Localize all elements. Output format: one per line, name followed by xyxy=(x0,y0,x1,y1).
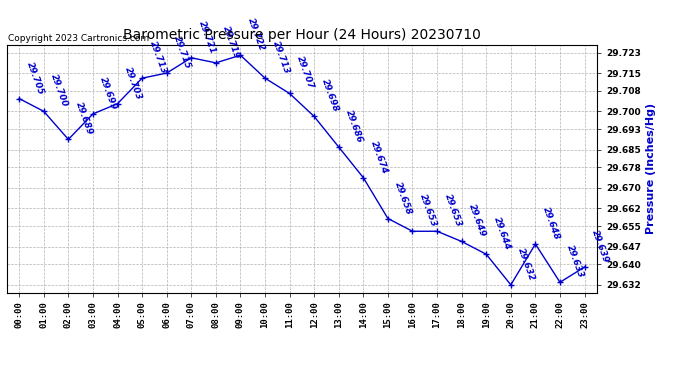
Text: 29.648: 29.648 xyxy=(541,206,561,241)
Text: 29.713: 29.713 xyxy=(148,40,168,75)
Text: 29.699: 29.699 xyxy=(99,75,119,111)
Text: 29.700: 29.700 xyxy=(49,73,70,108)
Text: 29.653: 29.653 xyxy=(442,193,463,228)
Text: 29.658: 29.658 xyxy=(393,180,414,216)
Text: 29.698: 29.698 xyxy=(319,78,340,114)
Text: 29.639: 29.639 xyxy=(590,229,611,264)
Text: 29.715: 29.715 xyxy=(172,34,193,70)
Text: 29.649: 29.649 xyxy=(467,203,488,239)
Text: 29.722: 29.722 xyxy=(246,17,266,53)
Text: Copyright 2023 Cartronics.com: Copyright 2023 Cartronics.com xyxy=(8,34,150,43)
Text: 29.653: 29.653 xyxy=(418,193,438,228)
Text: 29.689: 29.689 xyxy=(74,101,95,136)
Text: 29.703: 29.703 xyxy=(123,65,144,101)
Text: 29.674: 29.674 xyxy=(369,139,389,175)
Text: 29.644: 29.644 xyxy=(492,216,512,252)
Text: 29.705: 29.705 xyxy=(25,60,45,96)
Text: 29.707: 29.707 xyxy=(295,55,315,91)
Y-axis label: Pressure (Inches/Hg): Pressure (Inches/Hg) xyxy=(647,103,656,234)
Text: 29.713: 29.713 xyxy=(270,40,291,75)
Text: 29.633: 29.633 xyxy=(566,244,586,279)
Text: 29.719: 29.719 xyxy=(221,24,242,60)
Text: 29.632: 29.632 xyxy=(516,246,537,282)
Text: 29.686: 29.686 xyxy=(344,109,364,144)
Text: 29.721: 29.721 xyxy=(197,20,217,55)
Title: Barometric Pressure per Hour (24 Hours) 20230710: Barometric Pressure per Hour (24 Hours) … xyxy=(123,28,481,42)
